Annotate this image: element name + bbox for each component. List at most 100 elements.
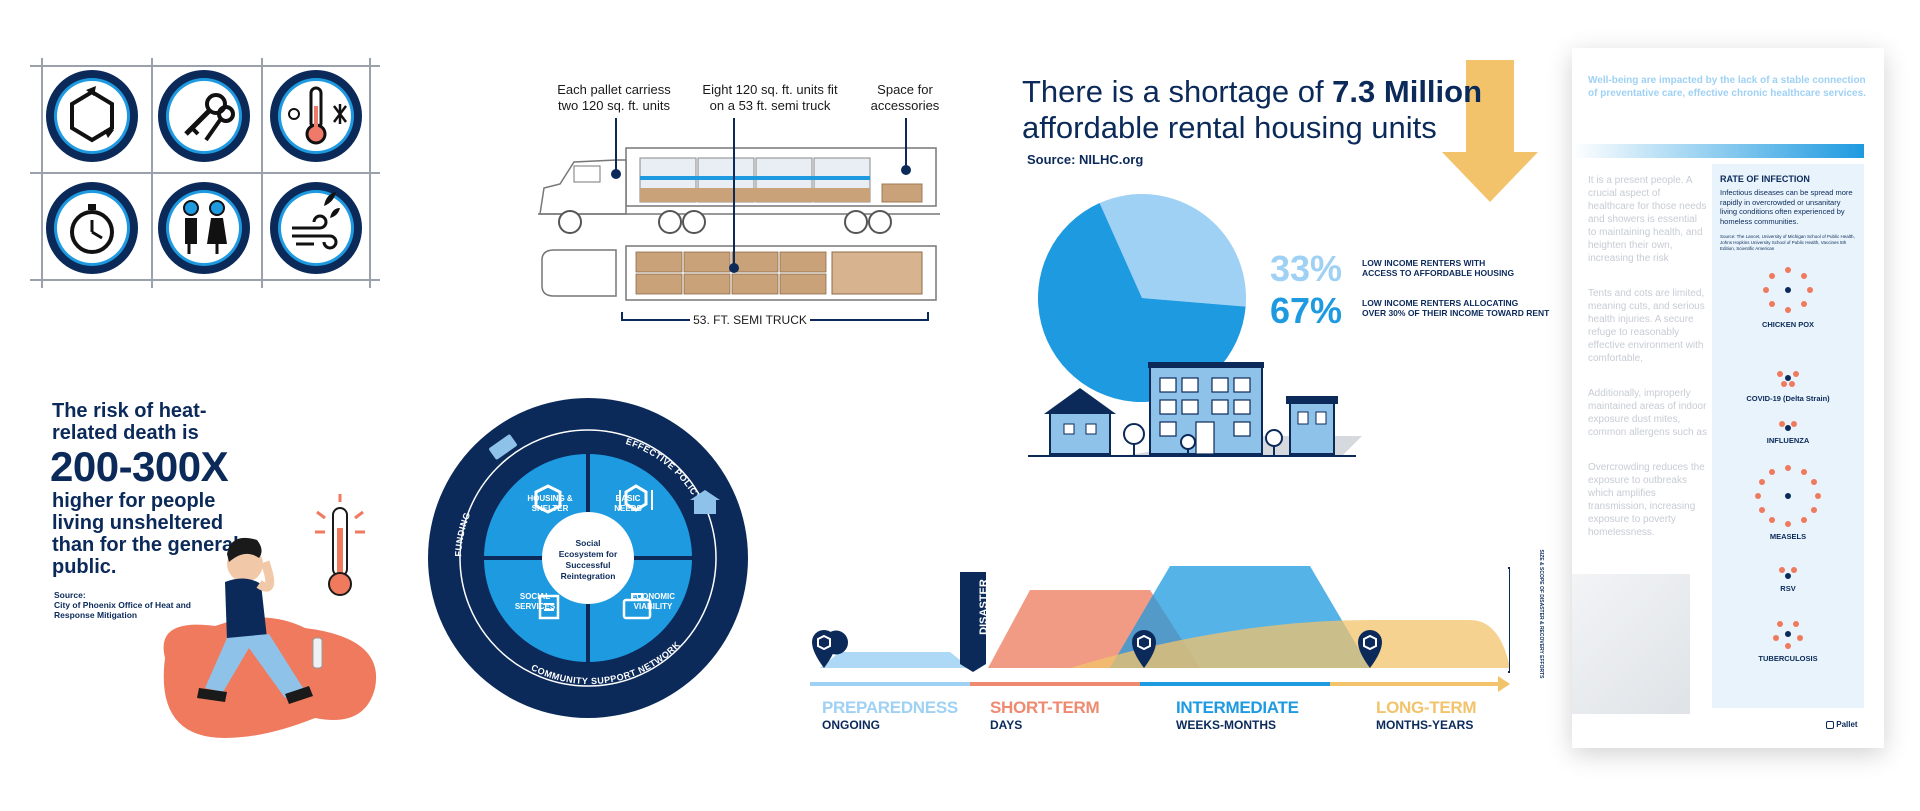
housing-title-prefix: There is a shortage of: [1022, 74, 1333, 109]
heat-title: The risk of heat-related death is: [52, 400, 207, 444]
faded-paragraph: Overcrowding reduces the exposure to out…: [1588, 462, 1705, 538]
disease-label: INFLUENZA: [1766, 436, 1810, 445]
recycle-arrows-icon: [46, 70, 138, 162]
small-house-left: [1044, 388, 1116, 455]
stat2-value: 67%: [1270, 290, 1343, 331]
housing-pie-svg: [1038, 194, 1246, 402]
down-arrow-icon: [1442, 60, 1538, 202]
rsv-cluster-icon: [1779, 567, 1797, 579]
truck-top-view: [541, 245, 937, 301]
thermometer-icon: [315, 494, 365, 596]
wind-leaf-icon: [270, 182, 362, 274]
faded-paragraph: Tents and cots are limited, meaning cuts…: [1588, 288, 1705, 364]
timeline-axis: [810, 676, 1510, 692]
heat-multiplier: 200-300X: [50, 443, 229, 490]
quadrant-economic-viability: ECONOMIC VIABILITY: [631, 592, 675, 611]
timeline-side-label: SIZE & SCOPE OF DISASTER & RECOVERY EFFO…: [1538, 549, 1544, 679]
phase-shortterm-name: SHORT-TERM: [990, 698, 1100, 717]
pallet-logo-icon: [1826, 720, 1834, 729]
infection-figures-svg: [1755, 267, 1821, 649]
keys-icon: [158, 70, 250, 162]
quadrant-basic-needs: BASIC NEEDS: [614, 494, 642, 513]
tuberculosis-cluster-icon: [1773, 621, 1803, 649]
quadrant-housing: HOUSING & SHELTER: [527, 494, 573, 513]
document-heading: Well-being are impacted by the lack of a…: [1588, 75, 1866, 99]
infection-source: Source: The Lancet, University of Michig…: [1720, 234, 1855, 251]
stat1-value: 33%: [1270, 248, 1343, 289]
disaster-timeline: [810, 560, 1511, 710]
ecosystem-center-text: Social Ecosystem for Successful Reintegr…: [558, 538, 618, 581]
disease-label: RSV: [1780, 584, 1796, 593]
pie-slice-2: [1038, 203, 1246, 402]
housing-source: Source: NILHC.org: [1027, 152, 1144, 167]
chicken-pox-cluster-icon: [1763, 267, 1813, 313]
phase-longterm-sub: MONTHS-YEARS: [1376, 718, 1474, 732]
document-photo: [1572, 574, 1690, 714]
truck-side-pallets: [639, 157, 923, 203]
truck-diagram: [530, 118, 950, 350]
disease-label: CHICKEN POX: [1761, 320, 1815, 329]
social-services-icon: [538, 594, 560, 620]
disease-label: COVID-19 (Delta Strain): [1746, 394, 1830, 403]
sitting-person: [197, 537, 323, 704]
stat1-label-line1: LOW INCOME RENTERS WITH: [1362, 258, 1486, 268]
truck-caption-eight: Eight 120 sq. ft. units fit on a 53 ft. …: [702, 82, 838, 113]
phase-intermediate-name: INTERMEDIATE: [1176, 698, 1299, 717]
heat-puddle: [163, 617, 377, 738]
document-blue-bar: [1572, 144, 1864, 158]
icon-grid-svg: [30, 58, 380, 288]
phase-shortterm-sub: DAYS: [990, 718, 1023, 732]
stat2-label: LOW INCOME RENTERS ALLOCATING OVER 30% OF…: [1362, 298, 1549, 318]
quadrant-social-services: SOCIAL SERVICES: [514, 592, 556, 611]
document-faded-column: It is a present people. A crucial aspect…: [1588, 174, 1708, 539]
stat1-label-line2: ACCESS TO AFFORDABLE HOUSING: [1362, 268, 1515, 278]
ecosystem-wheel: FUNDING EFFECTIVE POLICY COMMUNITY SUPPO…: [428, 398, 748, 718]
handshake-icon: [690, 490, 720, 514]
pallet-logo-text: Pallet: [1836, 720, 1858, 729]
ecosystem-wheel-svg: FUNDING EFFECTIVE POLICY COMMUNITY SUPPO…: [428, 398, 748, 718]
trees: [1123, 423, 1283, 456]
truck-dimension-label: 53. FT. SEMI TRUCK: [693, 313, 807, 327]
disaster-marker: [960, 572, 986, 672]
disaster-label: DISASTER: [978, 579, 990, 635]
houses-svg: [1028, 362, 1362, 457]
truck-diagram-svg: [538, 118, 940, 321]
stopwatch-icon: [46, 182, 138, 274]
truck-caption-pallet: Each pallet carriess two 120 sq. ft. uni…: [557, 82, 671, 113]
phase-preparedness-name: PREPAREDNESS: [822, 698, 958, 717]
stat2-label-line1: LOW INCOME RENTERS ALLOCATING: [1362, 298, 1519, 308]
housing-icon: [534, 484, 562, 514]
phase-preparedness-sub: ONGOING: [822, 718, 881, 732]
housing-pie-chart: [1020, 180, 1280, 420]
funding-icon: [489, 434, 517, 460]
phase-longterm-name: LONG-TERM: [1376, 698, 1477, 717]
apartment-building: [1148, 362, 1264, 455]
economic-viability-icon: [622, 593, 652, 620]
basic-needs-icon: [619, 484, 653, 512]
heat-source-label: Source:: [54, 590, 86, 600]
heat-illustration-svg: [163, 494, 377, 738]
houses-illustration: [1022, 360, 1362, 470]
infection-title: RATE OF INFECTION: [1720, 174, 1810, 184]
truck-caption-space: Space for accessories: [870, 82, 940, 113]
stat2-label-line2: OVER 30% OF THEIR INCOME TOWARD RENT: [1362, 308, 1550, 318]
infection-panel: RATE OF INFECTION Infectious diseases ca…: [1712, 164, 1864, 708]
housing-title-bold: 7.3 Million: [1332, 74, 1483, 109]
heat-source-text: City of Phoenix Office of Heat and Respo…: [54, 600, 191, 620]
phase-intermediate-sub: WEEKS-MONTHS: [1176, 718, 1276, 732]
phase-preparedness-shape: [820, 652, 970, 668]
small-house-right: [1286, 396, 1338, 455]
housing-arrow: [1440, 60, 1540, 202]
heat-illustration: [145, 488, 385, 753]
measles-cluster-icon: [1755, 465, 1821, 527]
housing-title: There is a shortage of 7.3 Million affor…: [1022, 74, 1482, 146]
thermometer-sun-snow-icon: [270, 70, 362, 162]
faded-paragraph: Additionally, improperly maintained area…: [1588, 388, 1707, 438]
heat-body: higher for people living unsheltered tha…: [52, 490, 239, 578]
document-page: Well-being are impacted by the lack of a…: [1572, 48, 1884, 748]
pallet-logo: Pallet: [1826, 720, 1858, 729]
pie-slice-1: [1099, 194, 1246, 307]
truck-dimension-bar: [621, 312, 929, 321]
infection-body: Infectious diseases can be spread more r…: [1720, 188, 1853, 226]
housing-title-line2: affordable rental housing units: [1022, 110, 1437, 145]
